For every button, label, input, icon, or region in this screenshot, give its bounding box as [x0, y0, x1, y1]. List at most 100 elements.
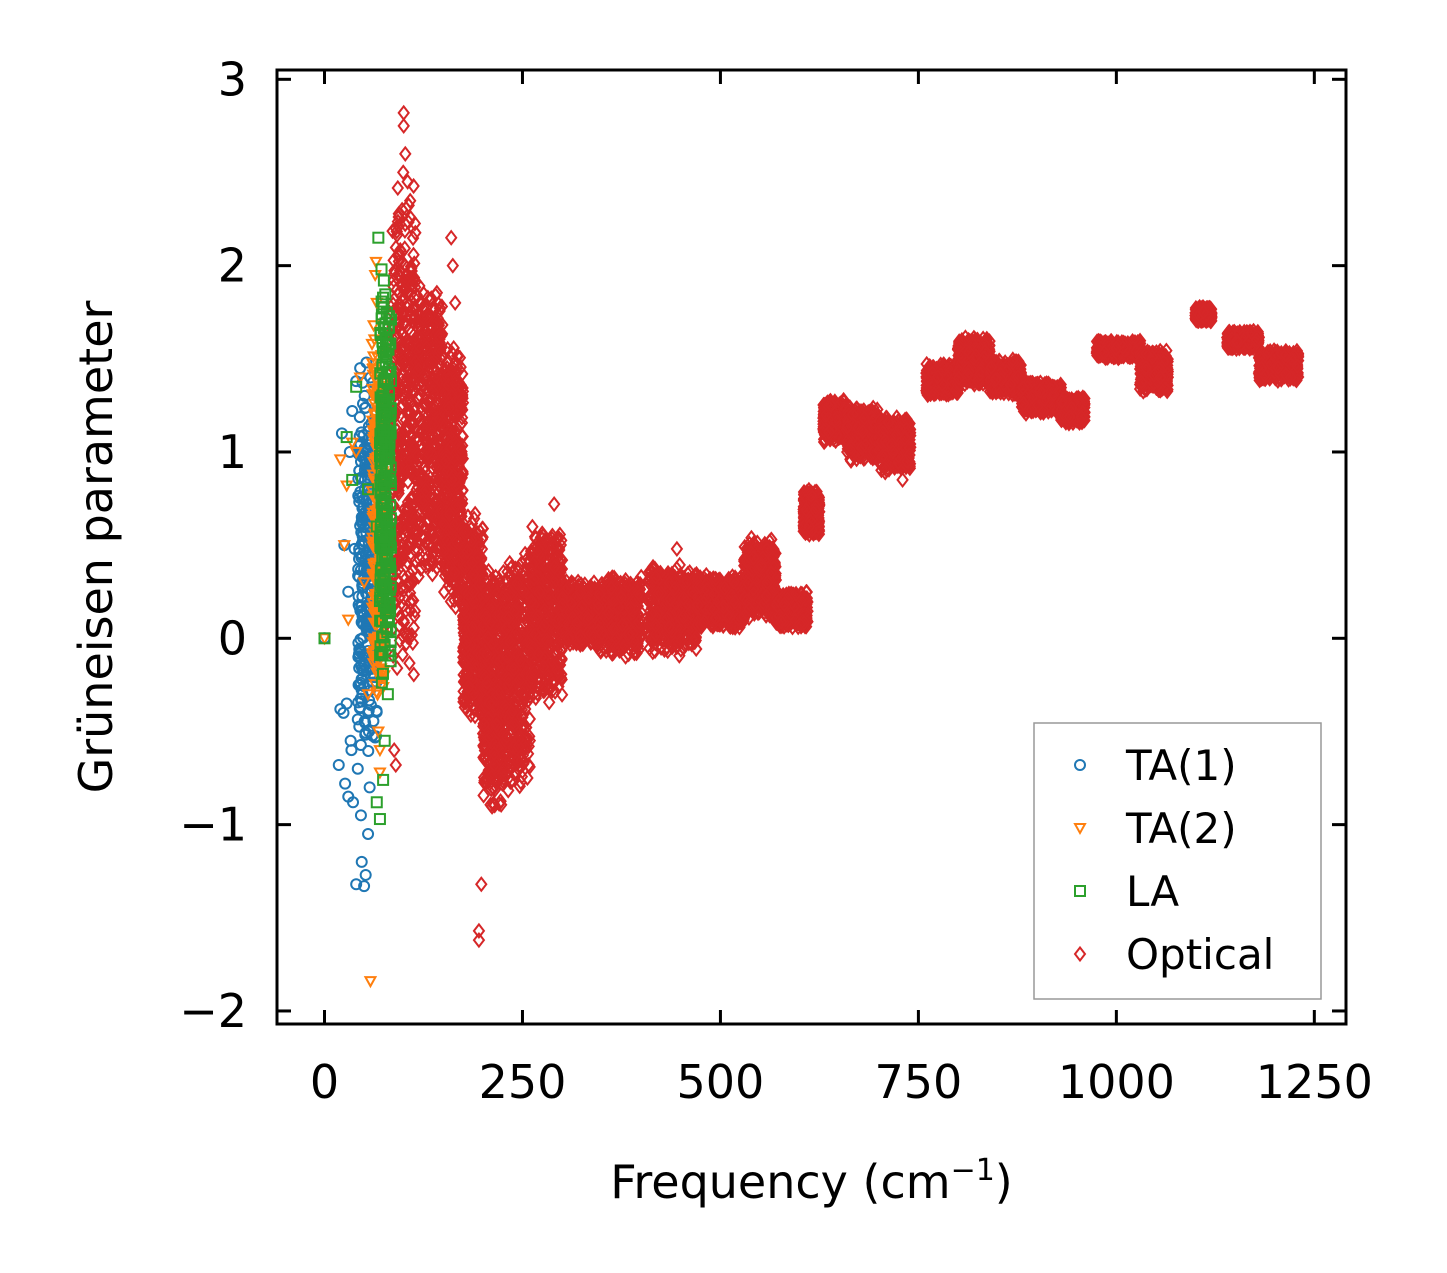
data-point [394, 371, 408, 388]
data-point [420, 339, 433, 357]
data-point [466, 619, 479, 637]
data-point [457, 654, 470, 671]
data-point [405, 534, 418, 552]
data-point [445, 388, 458, 405]
data-point [456, 394, 470, 411]
data-point [437, 429, 450, 447]
data-point [489, 723, 503, 740]
data-point [418, 458, 431, 476]
data-point [457, 620, 470, 637]
data-point [499, 698, 512, 715]
data-point [386, 647, 400, 665]
data-point [426, 383, 440, 401]
data-point [501, 632, 514, 649]
data-point [503, 633, 517, 651]
data-point [426, 556, 439, 573]
data-point [442, 399, 456, 417]
data-point [494, 793, 507, 810]
data-point [499, 609, 513, 627]
data-point [411, 542, 425, 559]
data-point [426, 525, 440, 542]
data-point [511, 752, 524, 769]
data-point [479, 581, 492, 599]
data-point [408, 553, 422, 570]
data-point [485, 768, 498, 786]
data-point [462, 585, 475, 603]
data-point [512, 560, 525, 577]
data-point [428, 300, 442, 318]
data-point [419, 482, 432, 499]
data-point [455, 495, 469, 512]
data-point [396, 646, 409, 663]
data-point [437, 516, 451, 533]
data-point [413, 277, 426, 294]
data-point [502, 609, 516, 626]
data-point [422, 513, 435, 530]
data-point [396, 354, 410, 371]
data-point [449, 370, 463, 388]
data-point [502, 671, 516, 688]
data-point [480, 646, 494, 663]
data-point [460, 634, 473, 651]
data-point [388, 386, 402, 403]
data-point [409, 353, 423, 371]
data-point [514, 774, 528, 791]
data-point [460, 657, 473, 674]
data-point [457, 693, 470, 710]
data-point [400, 463, 414, 480]
data-point [447, 517, 461, 535]
data-point [408, 607, 421, 624]
data-point [478, 716, 491, 733]
data-point [459, 694, 473, 711]
data-point [426, 527, 440, 544]
data-point [427, 416, 440, 433]
data-point [403, 334, 417, 351]
data-point [453, 349, 467, 366]
data-point [508, 716, 522, 734]
data-point [412, 337, 426, 355]
data-point [401, 402, 414, 419]
data-point [398, 283, 412, 300]
data-point [402, 321, 415, 338]
data-point [487, 745, 501, 762]
data-point [521, 769, 534, 787]
data-point [398, 216, 412, 233]
data-point [508, 644, 521, 662]
data-point [440, 463, 454, 480]
data-point [444, 439, 457, 456]
data-point [445, 397, 459, 414]
data-point [456, 379, 469, 397]
data-point [440, 367, 454, 385]
data-point [515, 581, 528, 598]
data-point [392, 218, 405, 235]
data-point [478, 606, 492, 623]
data-point [441, 340, 454, 358]
data-point [396, 164, 410, 181]
data-point [481, 770, 495, 787]
data-point [483, 694, 496, 712]
data-point [411, 478, 425, 496]
data-point [467, 566, 480, 583]
data-point [437, 583, 451, 601]
data-point [427, 436, 440, 454]
data-point [514, 652, 527, 669]
data-point [433, 328, 446, 345]
data-point [429, 313, 443, 330]
data-point [419, 551, 433, 568]
data-point [499, 594, 513, 611]
data-point [489, 568, 502, 585]
data-point [387, 278, 400, 295]
data-point [406, 230, 420, 247]
data-point [446, 359, 459, 376]
data-point [490, 716, 503, 733]
data-point [457, 600, 471, 618]
data-point [479, 609, 493, 627]
data-point [411, 533, 425, 550]
data-point [403, 577, 416, 594]
data-point [481, 629, 495, 646]
data-point [511, 575, 524, 592]
data-point [439, 453, 453, 470]
data-point [496, 745, 510, 762]
data-point [415, 421, 429, 438]
plot-points [317, 104, 1305, 989]
